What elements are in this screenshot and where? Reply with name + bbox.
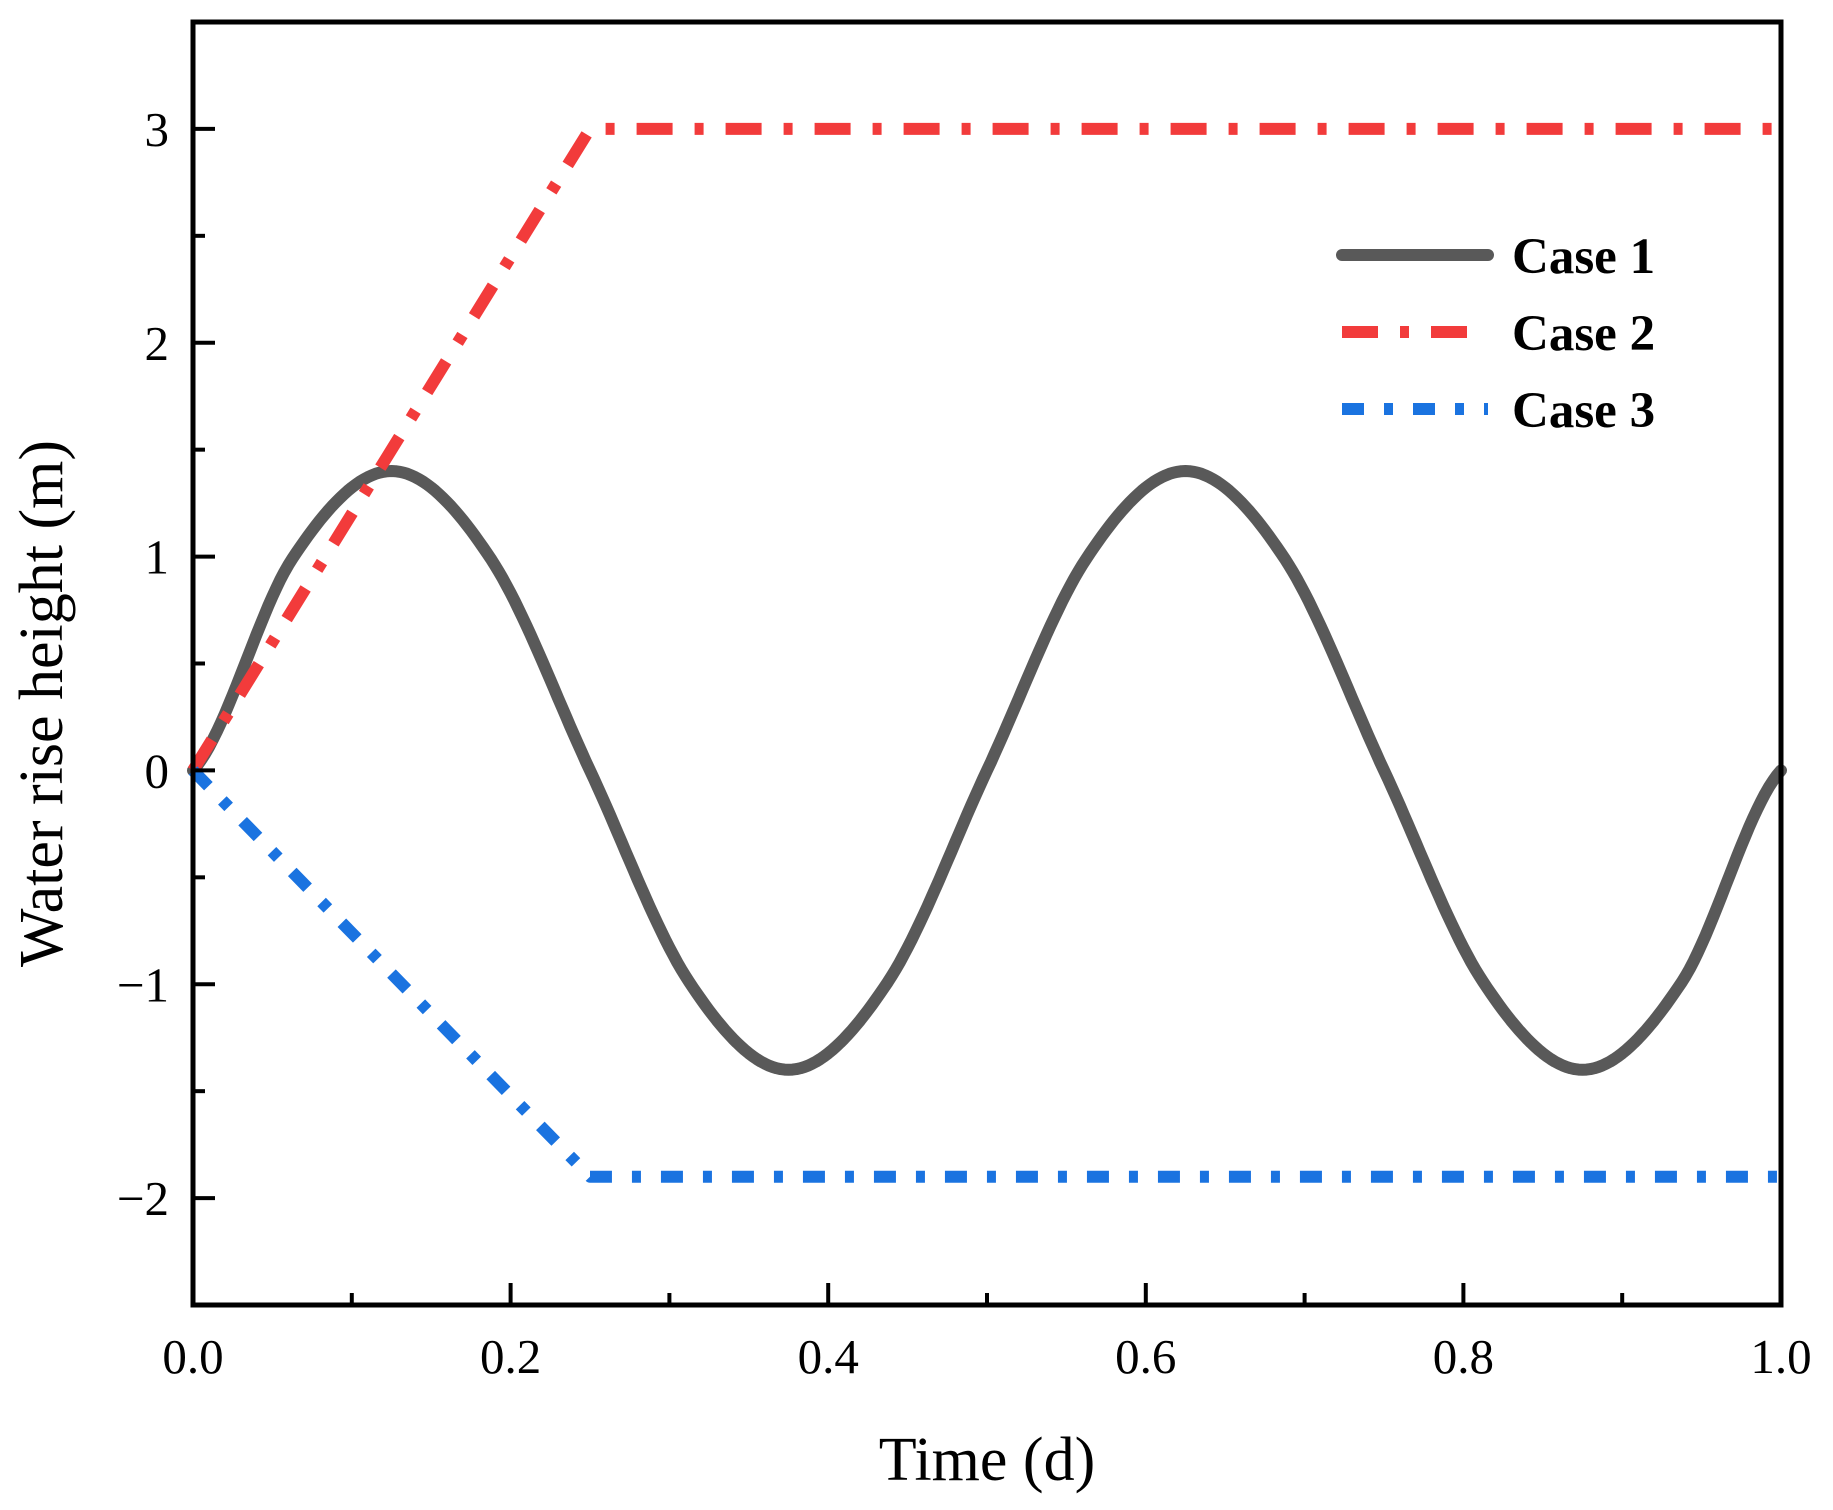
series-line-case-2 xyxy=(187,122,1781,774)
series-layer xyxy=(187,122,1787,1183)
x-tick-label: 0.0 xyxy=(162,1329,223,1384)
x-tick-label: 0.8 xyxy=(1433,1329,1494,1384)
y-tick-label: 1 xyxy=(145,530,170,585)
series-line-case-1 xyxy=(187,465,1787,1076)
y-axis: −2 −1 0 1 2 3 xyxy=(117,20,215,1307)
plot-frame xyxy=(190,19,1784,1308)
x-tick-label: 1.0 xyxy=(1750,1329,1811,1384)
legend: Case 1 Case 2 Case 3 xyxy=(1336,229,1655,439)
x-tick-label: 0.6 xyxy=(1115,1329,1176,1384)
y-tick-label: 2 xyxy=(145,316,170,371)
x-tick-label: 0.4 xyxy=(798,1329,859,1384)
legend-label-3: Case 3 xyxy=(1512,383,1655,439)
legend-label-1: Case 1 xyxy=(1512,229,1655,285)
y-tick-label: 3 xyxy=(145,102,170,157)
y-tick-label: 0 xyxy=(145,743,170,798)
legend-label-2: Case 2 xyxy=(1512,306,1655,362)
y-tick-label: −1 xyxy=(117,957,169,1012)
series-line-case-3 xyxy=(188,766,1781,1183)
x-axis-title: Time (d) xyxy=(879,1426,1095,1494)
y-axis-title: Water rise height (m) xyxy=(8,440,76,967)
x-axis: 0.0 0.2 0.4 0.6 0.8 1.0 xyxy=(162,1283,1812,1384)
y-tick-label: −2 xyxy=(117,1171,169,1226)
x-tick-label: 0.2 xyxy=(480,1329,541,1384)
